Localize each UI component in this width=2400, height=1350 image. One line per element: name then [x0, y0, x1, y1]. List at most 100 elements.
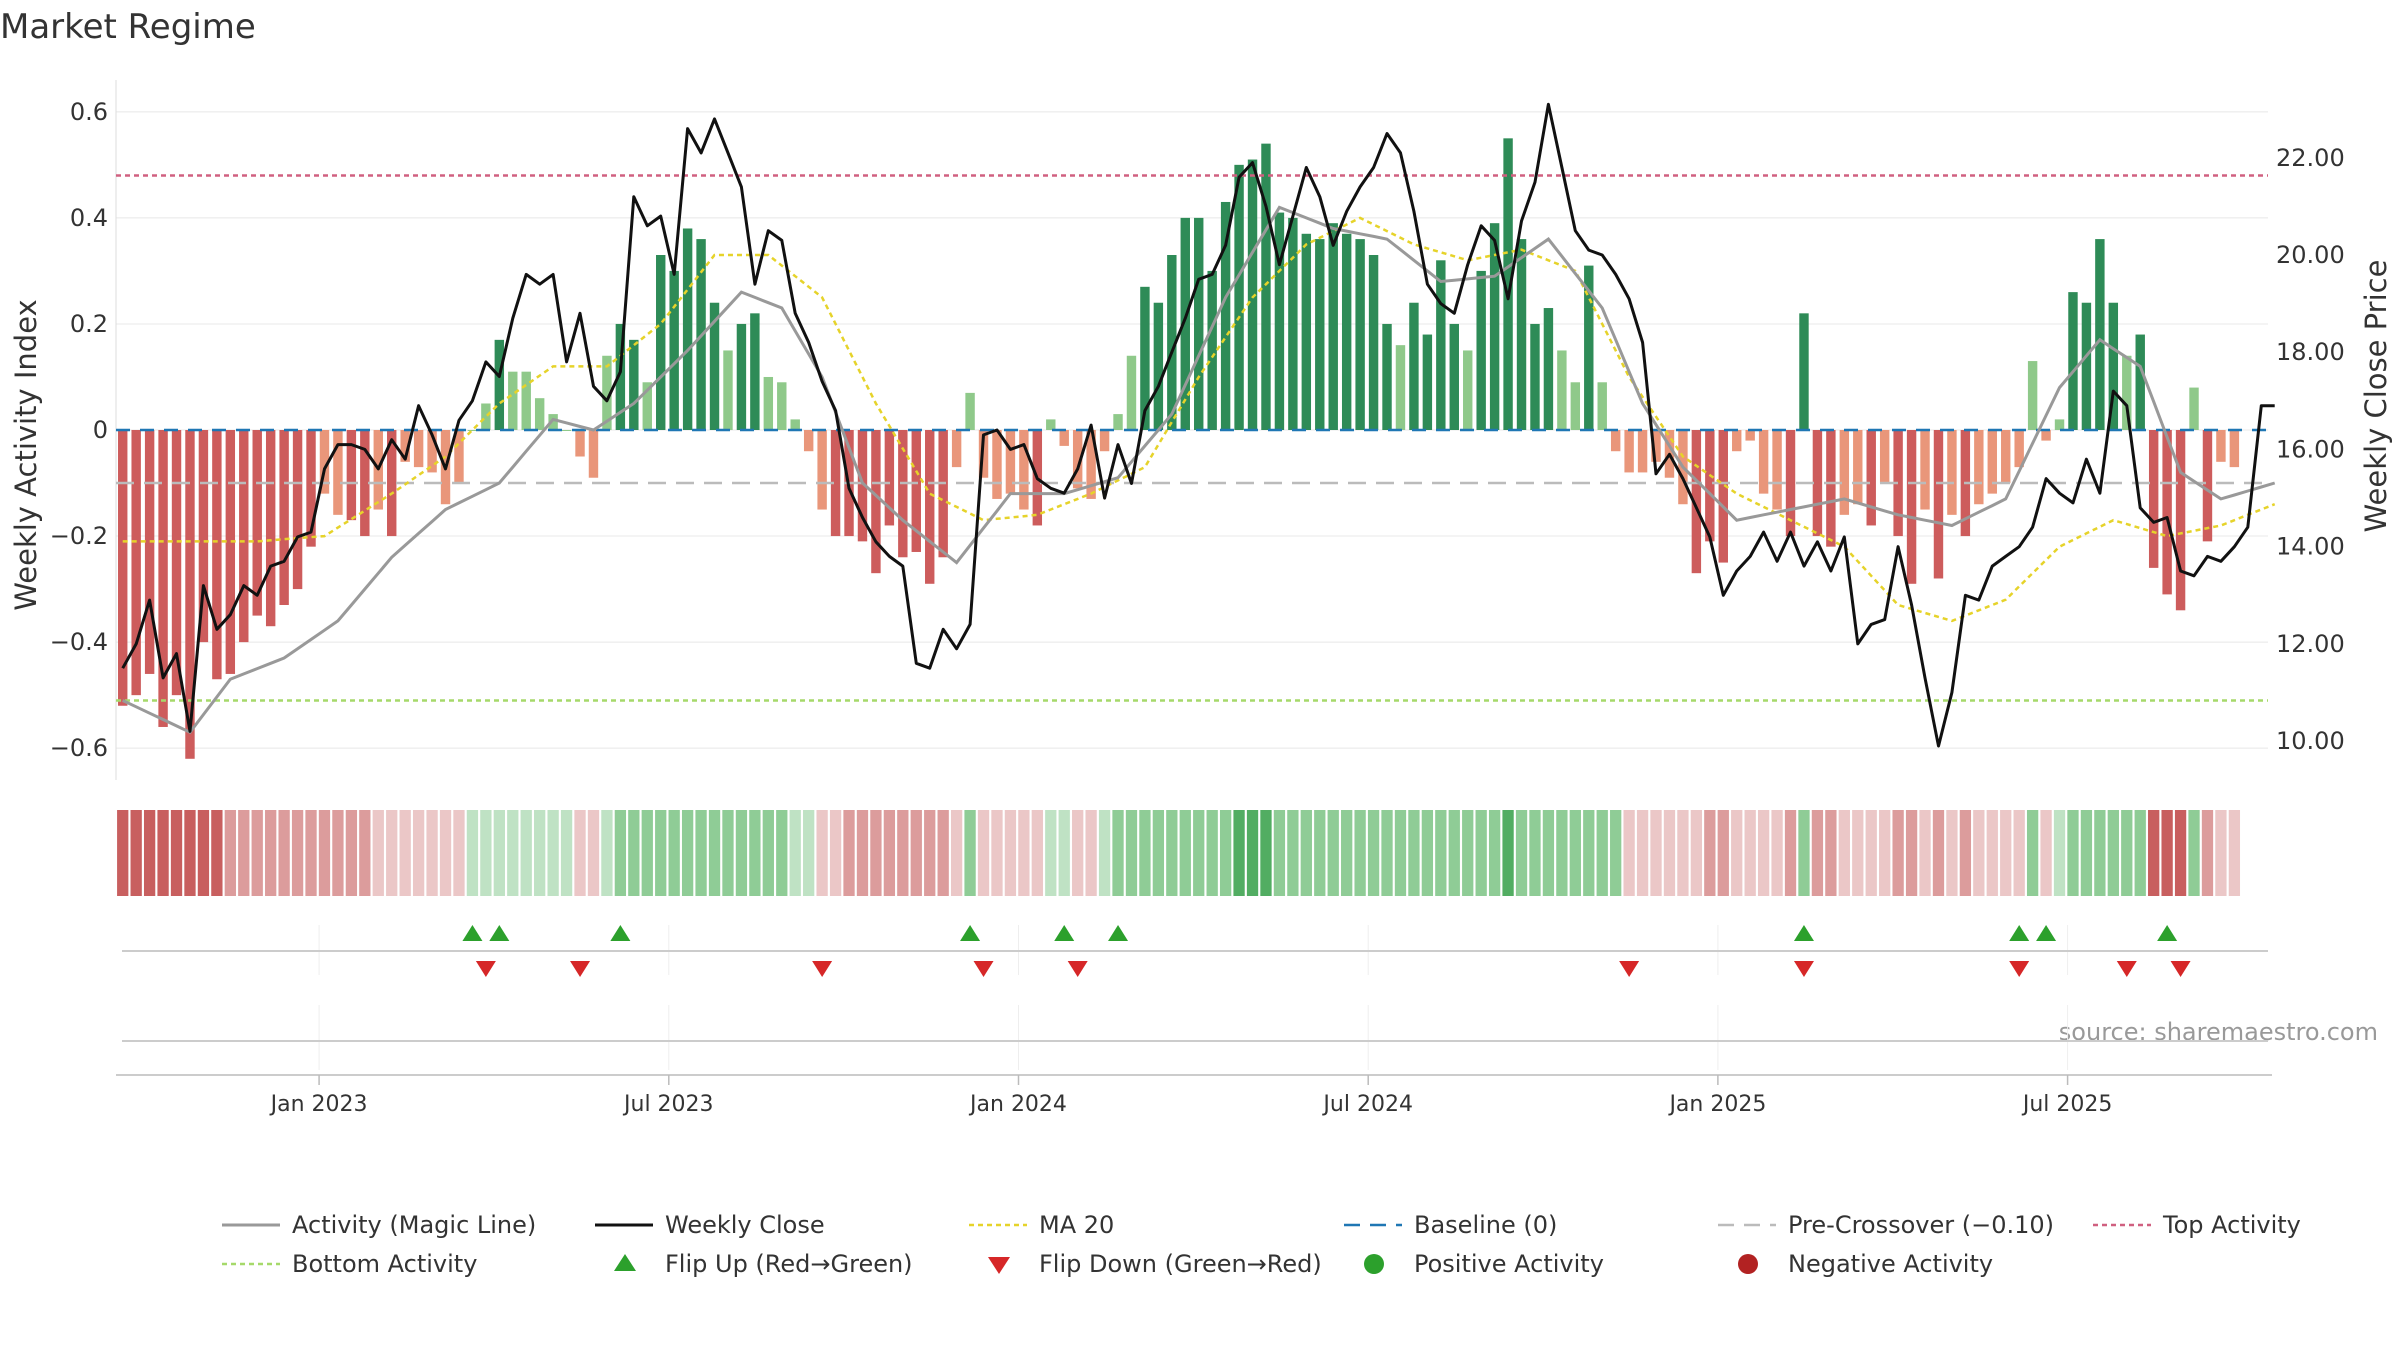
regime-cell — [1179, 810, 1191, 896]
regime-cell — [856, 810, 869, 896]
regime-cell — [1784, 810, 1797, 896]
activity-bar — [467, 430, 478, 431]
regime-cell — [1072, 810, 1084, 896]
regime-cell — [1879, 810, 1891, 896]
activity-bar — [1920, 430, 1930, 510]
regime-cell — [1663, 810, 1676, 896]
y-tick-left: −0.6 — [50, 734, 108, 762]
activity-bar — [629, 339, 639, 430]
regime-cell — [1206, 810, 1218, 896]
activity-bar — [2054, 419, 2065, 430]
activity-bar — [2148, 430, 2159, 568]
activity-bar — [2041, 430, 2051, 441]
regime-cell — [1811, 810, 1824, 896]
activity-bar — [615, 323, 626, 430]
activity-bar — [239, 430, 249, 643]
activity-bar — [602, 355, 612, 430]
regime-cell — [1744, 810, 1756, 896]
regime-cell — [870, 810, 882, 896]
regime-cell — [803, 810, 815, 896]
activity-bar — [1610, 430, 1621, 452]
activity-bar — [2068, 292, 2078, 430]
activity-bar — [1772, 430, 1782, 510]
legend-item-neg: Negative Activity — [1738, 1250, 1993, 1278]
regime-cell — [1623, 810, 1635, 896]
flip-down-marker — [1067, 961, 1088, 977]
activity-bar — [1368, 255, 1379, 430]
regime-cell — [480, 810, 492, 896]
activity-bar — [1449, 323, 1459, 430]
regime-cell — [2215, 810, 2227, 896]
activity-bar — [938, 430, 948, 558]
regime-cell — [708, 810, 721, 896]
regime-cell — [170, 810, 183, 896]
regime-cell — [1825, 810, 1837, 896]
regime-cell — [749, 810, 761, 896]
regime-cell — [883, 810, 896, 896]
regime-cell — [1488, 810, 1501, 896]
activity-bar — [830, 430, 841, 537]
regime-cell — [1542, 810, 1555, 896]
regime-cell — [1435, 810, 1447, 896]
flip-down-marker — [1793, 961, 1814, 977]
regime-cell — [291, 810, 304, 896]
activity-bar — [1691, 430, 1702, 574]
activity-bar — [1947, 430, 1957, 515]
regime-cell — [426, 810, 438, 896]
activity-bar — [319, 430, 330, 494]
activity-bar — [225, 430, 236, 674]
activity-bar — [1705, 430, 1715, 542]
activity-bar — [2081, 302, 2092, 430]
activity-bar — [1489, 223, 1500, 430]
legend-label: Activity (Magic Line) — [292, 1211, 536, 1239]
regime-cell — [1166, 810, 1178, 896]
regime-cell — [2107, 810, 2119, 896]
activity-bar — [1799, 313, 1809, 430]
regime-cell — [964, 810, 976, 896]
regime-cell — [2080, 810, 2093, 896]
regime-cell — [816, 810, 828, 896]
activity-bar — [1879, 430, 1890, 484]
regime-cell — [2067, 810, 2079, 896]
legend-item-bottom: Bottom Activity — [222, 1250, 477, 1278]
regime-cell — [1717, 810, 1729, 896]
activity-bar — [413, 430, 424, 468]
activity-bar — [575, 430, 585, 457]
regime-cell — [117, 810, 129, 896]
activity-bar — [763, 376, 774, 430]
activity-bar — [1382, 323, 1392, 430]
activity-bar — [1812, 430, 1823, 537]
activity-bar — [709, 302, 720, 430]
legend-swatch-pos — [1364, 1254, 1384, 1274]
regime-cell — [1112, 810, 1124, 896]
x-axis-ticks: Jan 2023 Jul 2023 Jan 2024 Jul 2024 Jan 2025… — [269, 1075, 2112, 1117]
regime-cell — [1959, 810, 1972, 896]
activity-bar — [1099, 430, 1110, 452]
regime-cell — [1515, 810, 1528, 896]
activity-bar — [144, 430, 155, 674]
regime-cell — [2013, 810, 2025, 896]
regime-cell — [2121, 810, 2133, 896]
regime-cell — [1932, 810, 1945, 896]
regime-cell — [143, 810, 156, 896]
activity-bar — [803, 430, 814, 452]
regime-cell — [1394, 810, 1407, 896]
legend-item-flipdown: Flip Down (Green→Red) — [988, 1250, 1322, 1278]
regime-cell — [655, 810, 667, 896]
activity-bar — [1745, 430, 1755, 441]
y-tick-right: 14.00 — [2276, 533, 2345, 561]
regime-cell — [359, 810, 371, 896]
activity-bar — [1866, 430, 1876, 526]
regime-cell — [587, 810, 600, 896]
activity-bar — [1328, 223, 1338, 430]
activity-bar — [911, 430, 921, 552]
activity-bar — [508, 371, 518, 430]
activity-bar — [252, 430, 262, 616]
legend-item-pos: Positive Activity — [1364, 1250, 1604, 1278]
x-tick-label: Jan 2025 — [1667, 1092, 1766, 1117]
activity-bar — [1409, 302, 1419, 430]
regime-cell — [1852, 810, 1864, 896]
activity-bar — [346, 430, 357, 521]
regime-cell — [1327, 810, 1339, 896]
